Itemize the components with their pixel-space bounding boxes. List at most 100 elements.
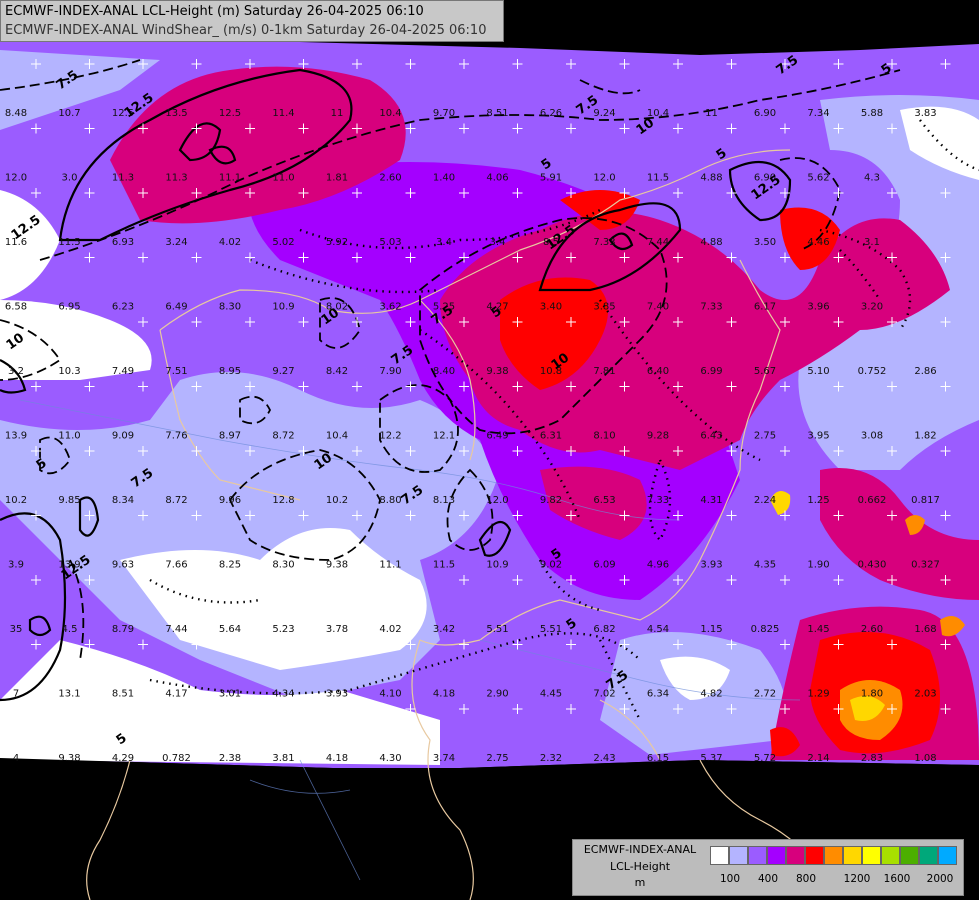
value-label: 3.4 [436, 237, 452, 248]
value-label: 3.4 [490, 237, 506, 248]
grid-cross [84, 639, 95, 650]
value-label: 9.85 [58, 495, 80, 506]
value-label: 4.29 [112, 753, 134, 764]
grid-cross [245, 704, 255, 714]
grid-cross [405, 252, 416, 263]
value-label: 10.9 [272, 302, 294, 313]
grid-cross [459, 381, 469, 392]
value-label: 7.34 [807, 108, 829, 119]
grid-cross [512, 575, 523, 585]
value-label: 9.38 [58, 753, 80, 764]
grid-cross [566, 704, 576, 714]
value-label: 8.95 [219, 366, 241, 377]
value-label: 4.06 [486, 173, 508, 184]
country-borders [86, 149, 831, 900]
grid-cross [726, 575, 737, 585]
value-label: 2.86 [914, 366, 936, 377]
grid-cross [459, 639, 469, 650]
grid-cross [833, 510, 844, 521]
value-label: 8.13 [433, 495, 455, 506]
value-label: 3.62 [379, 302, 401, 313]
value-label: 3.96 [807, 302, 829, 313]
grid-cross [31, 317, 41, 327]
grid-cross [940, 317, 951, 327]
value-label: 8.02 [326, 302, 348, 313]
grid-cross [459, 123, 469, 134]
value-label: 3.2 [8, 366, 24, 377]
value-label: 2.72 [754, 689, 776, 700]
value-label: 8.97 [219, 431, 241, 442]
value-label: 11.6 [5, 237, 27, 248]
value-label: 1.68 [914, 624, 936, 635]
grid-cross [940, 639, 951, 650]
grid-cross [459, 252, 469, 263]
value-label: 7.33 [593, 237, 615, 248]
grid-cross [512, 252, 523, 263]
value-label: 5.67 [754, 366, 776, 377]
grid-cross [940, 704, 951, 714]
grid-cross [566, 317, 576, 327]
value-label: 4.10 [379, 689, 401, 700]
grid-cross [940, 188, 951, 198]
value-label: 4.02 [379, 624, 401, 635]
value-label: 6.99 [700, 366, 722, 377]
value-label: 9.96 [219, 495, 241, 506]
value-label: 7.81 [593, 366, 615, 377]
grid-cross [191, 446, 202, 456]
value-label: 4.34 [272, 689, 294, 700]
grid-cross [566, 123, 576, 134]
grid-cross [673, 446, 683, 456]
grid-cross [191, 188, 202, 198]
value-label: 5.72 [754, 753, 776, 764]
grid-cross [245, 252, 255, 263]
value-label: 5.51 [486, 624, 508, 635]
value-label: 5.51 [540, 624, 562, 635]
grid-cross [31, 381, 41, 392]
value-label: 11.1 [379, 560, 401, 571]
grid-cross [512, 59, 523, 69]
value-label: 5.62 [807, 173, 829, 184]
value-label: 7.76 [165, 431, 187, 442]
grid-cross [138, 252, 148, 263]
value-label: 8.5 [543, 237, 559, 248]
value-label: 1.29 [807, 689, 829, 700]
legend-tick: 1200 [843, 873, 871, 885]
grid-cross [566, 381, 576, 392]
grid-cross [940, 381, 951, 392]
value-label: 3.85 [593, 302, 615, 313]
value-label: 8.51 [486, 108, 508, 119]
value-label: 11.0 [272, 173, 294, 184]
grid-cross [352, 446, 362, 456]
value-label: 12.0 [486, 495, 508, 506]
legend-unit: m [634, 876, 646, 889]
grid-cross [84, 510, 95, 521]
value-label: 6.49 [165, 302, 187, 313]
grid-cross [726, 123, 737, 134]
value-label: 3.81 [272, 753, 294, 764]
legend-tick: 2000 [926, 873, 954, 885]
value-label: 11 [705, 108, 718, 119]
grid-cross [84, 188, 95, 198]
grid-cross [833, 704, 844, 714]
grid-cross [31, 575, 41, 585]
grid-cross [298, 317, 309, 327]
value-label: 9.38 [326, 560, 348, 571]
rivers [19, 399, 801, 881]
grid-crosses [31, 59, 951, 714]
value-label: 3.95 [807, 431, 829, 442]
grid-cross [726, 188, 737, 198]
grid-cross [138, 510, 148, 521]
value-label: 7.02 [593, 689, 615, 700]
value-label: 5.88 [861, 108, 883, 119]
value-label: 5.10 [807, 366, 829, 377]
lcl-height-field [0, 42, 979, 768]
grid-cross [673, 59, 683, 69]
grid-cross [191, 123, 202, 134]
value-label: 4.18 [326, 753, 348, 764]
value-label: 4.5 [62, 624, 78, 635]
grid-cross [833, 59, 844, 69]
value-label: 4.35 [754, 560, 776, 571]
grid-cross [84, 317, 95, 327]
grid-cross [619, 639, 630, 650]
